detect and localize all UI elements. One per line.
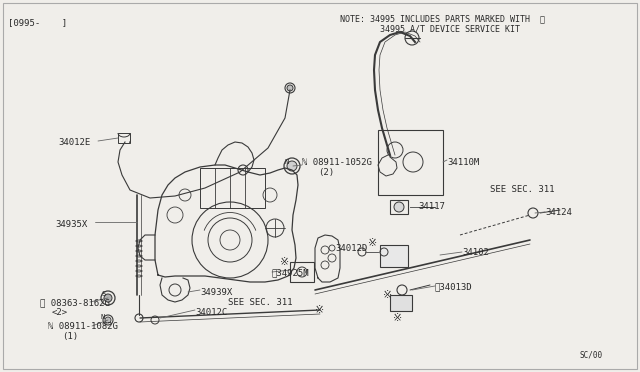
Text: 34012C: 34012C [195,308,227,317]
Text: 34012D: 34012D [335,244,367,253]
Bar [290,262,314,282]
Text: 34117: 34117 [418,202,445,211]
Text: 34124: 34124 [545,208,572,217]
Text: [0995-    ]: [0995- ] [8,18,67,27]
Circle shape [287,161,297,171]
Text: S: S [102,291,106,297]
Text: ※: ※ [369,238,378,248]
Circle shape [394,202,404,212]
Circle shape [104,294,112,302]
Text: NOTE: 34995 INCLUDES PARTS MARKED WITH  ※: NOTE: 34995 INCLUDES PARTS MARKED WITH ※ [340,14,545,23]
Text: SEE SEC. 311: SEE SEC. 311 [490,185,554,194]
Text: Ⓢ 08363-8162G: Ⓢ 08363-8162G [40,298,110,307]
Text: ※: ※ [383,290,392,300]
Text: SEE SEC. 311: SEE SEC. 311 [228,298,292,307]
Text: 34935X: 34935X [55,220,87,229]
Bar [390,295,412,311]
Bar [118,133,130,143]
Text: ※34013D: ※34013D [435,282,472,291]
Text: 34102: 34102 [462,248,489,257]
Bar [380,245,408,267]
Circle shape [287,85,293,91]
Text: (1): (1) [62,332,78,341]
Text: <2>: <2> [52,308,68,317]
Text: ℕ 08911-1052G: ℕ 08911-1052G [302,158,372,167]
Text: ※: ※ [280,257,290,267]
Text: ※: ※ [316,305,324,315]
Text: ℕ 08911-1082G: ℕ 08911-1082G [48,322,118,331]
Text: SC/00: SC/00 [580,351,603,360]
Text: 34939X: 34939X [200,288,232,297]
Bar [390,200,408,214]
Text: ※: ※ [394,313,403,323]
Text: 34012E: 34012E [58,138,90,147]
Text: 34995 A/T DEVICE SERVICE KIT: 34995 A/T DEVICE SERVICE KIT [340,24,520,33]
Circle shape [105,317,111,323]
Text: N: N [285,159,289,165]
Text: N: N [101,314,105,320]
Text: (2): (2) [318,168,334,177]
Bar [378,130,443,195]
Bar [200,168,265,208]
Text: ※34925M: ※34925M [272,268,310,277]
Text: 34110M: 34110M [447,158,479,167]
